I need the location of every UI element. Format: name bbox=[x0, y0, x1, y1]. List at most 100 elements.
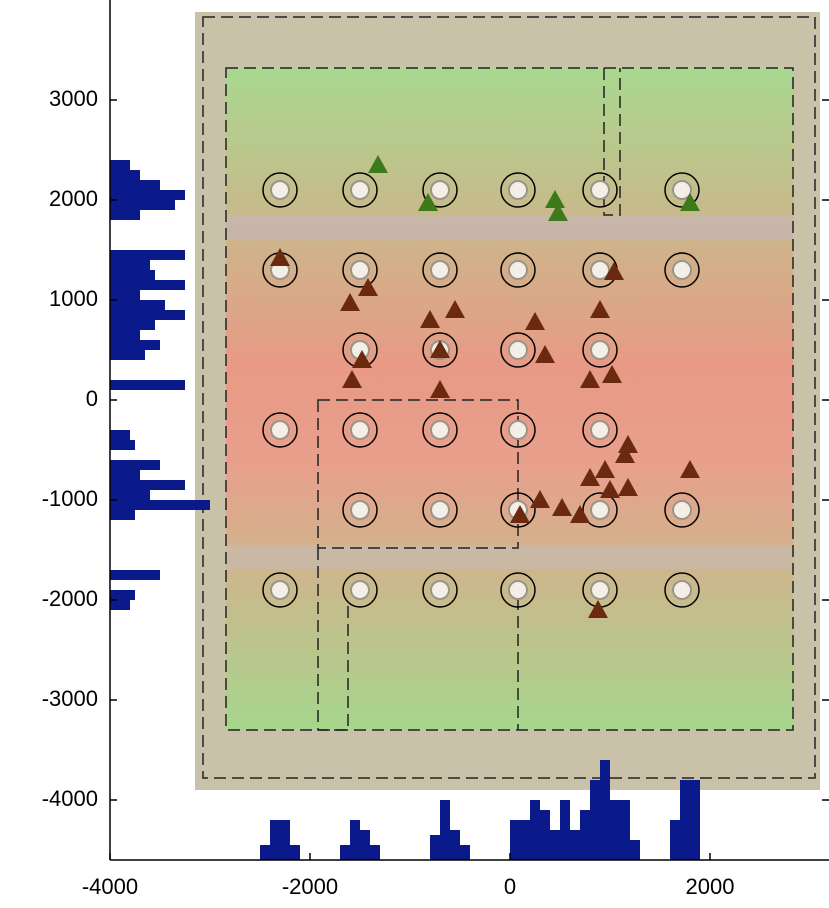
electrode-spot bbox=[591, 341, 609, 359]
electrode-spot bbox=[591, 581, 609, 599]
histogram-bar bbox=[110, 170, 140, 180]
electrode-spot bbox=[271, 581, 289, 599]
histogram-bar bbox=[580, 810, 590, 860]
histogram-bar bbox=[690, 780, 700, 860]
electrode-spot bbox=[509, 341, 527, 359]
band bbox=[226, 215, 793, 239]
x-tick-label: 0 bbox=[504, 874, 516, 899]
histogram-bar bbox=[110, 270, 155, 280]
histogram-bar bbox=[540, 810, 550, 860]
y-tick-label: 0 bbox=[86, 386, 98, 411]
histogram-bar bbox=[110, 320, 155, 330]
histogram-bar bbox=[110, 470, 140, 480]
histogram-bar bbox=[110, 510, 135, 520]
electrode-spot bbox=[509, 421, 527, 439]
y-tick-label: -4000 bbox=[42, 786, 98, 811]
band bbox=[226, 545, 793, 569]
electrode-spot bbox=[351, 501, 369, 519]
electrode-spot bbox=[431, 581, 449, 599]
electrode-spot bbox=[431, 421, 449, 439]
histogram-bar bbox=[590, 780, 600, 860]
electrode-spot bbox=[591, 501, 609, 519]
electrode-spot bbox=[591, 421, 609, 439]
histogram-bar bbox=[530, 800, 540, 860]
electrode-spot bbox=[673, 501, 691, 519]
histogram-bar bbox=[110, 590, 135, 600]
histogram-bar bbox=[110, 490, 150, 500]
histogram-bar bbox=[430, 835, 440, 860]
electrode-spot bbox=[351, 581, 369, 599]
histogram-bar bbox=[110, 300, 165, 310]
histogram-bar bbox=[370, 845, 380, 860]
histogram-bar bbox=[510, 820, 520, 860]
y-tick-label: 3000 bbox=[49, 86, 98, 111]
histogram-bar bbox=[110, 440, 135, 450]
histogram-bar bbox=[560, 800, 570, 860]
electrode-spot bbox=[431, 501, 449, 519]
x-tick-label: -4000 bbox=[82, 874, 138, 899]
histogram-bar bbox=[110, 430, 130, 440]
histogram-bar bbox=[290, 845, 300, 860]
y-tick-label: 2000 bbox=[49, 186, 98, 211]
electrode-spot bbox=[351, 261, 369, 279]
electrode-spot bbox=[509, 261, 527, 279]
histogram-bar bbox=[520, 820, 530, 860]
electrode-spot bbox=[591, 181, 609, 199]
electrode-spot bbox=[673, 261, 691, 279]
x-tick-label: -2000 bbox=[282, 874, 338, 899]
y-tick-label: -1000 bbox=[42, 486, 98, 511]
x-tick-label: 2000 bbox=[686, 874, 735, 899]
electrode-spot bbox=[271, 181, 289, 199]
histogram-bar bbox=[570, 830, 580, 860]
histogram-bar bbox=[440, 800, 450, 860]
histogram-bar bbox=[110, 200, 175, 210]
histogram-bar bbox=[350, 820, 360, 860]
histogram-bar bbox=[110, 480, 185, 490]
histogram-bar bbox=[360, 830, 370, 860]
histogram-bar bbox=[110, 210, 140, 220]
electrode-spot bbox=[509, 181, 527, 199]
histogram-bar bbox=[670, 820, 680, 860]
histogram-bar bbox=[610, 800, 620, 860]
histogram-bar bbox=[110, 160, 130, 170]
chart: -4000 -3000 -2000 -1000 0 1000 2000 3000 -4000 -2… bbox=[0, 0, 829, 908]
histogram-bar bbox=[110, 460, 160, 470]
electrode-spot bbox=[509, 581, 527, 599]
electrode-spot bbox=[351, 421, 369, 439]
histogram-bar bbox=[280, 820, 290, 860]
histogram-bar bbox=[110, 310, 185, 320]
histogram-bar bbox=[110, 500, 210, 510]
histogram-bar bbox=[680, 780, 690, 860]
y-tick-label: -2000 bbox=[42, 586, 98, 611]
histogram-bar bbox=[110, 380, 185, 390]
histogram-bar bbox=[110, 290, 140, 300]
histogram-bar bbox=[620, 800, 630, 860]
histogram-bar bbox=[630, 840, 640, 860]
photo-background bbox=[195, 12, 820, 790]
histogram-bar bbox=[110, 280, 185, 290]
histogram-bar bbox=[110, 570, 160, 580]
electrode-spot bbox=[271, 421, 289, 439]
histogram-bar bbox=[340, 845, 350, 860]
electrode-spot bbox=[431, 261, 449, 279]
y-tick-label: -3000 bbox=[42, 686, 98, 711]
electrode-spot bbox=[673, 581, 691, 599]
histogram-bar bbox=[110, 190, 185, 200]
histogram-bar bbox=[270, 820, 280, 860]
histogram-bar bbox=[110, 260, 150, 270]
histogram-bar bbox=[110, 330, 140, 340]
histogram-bar bbox=[110, 340, 160, 350]
histogram-bar bbox=[260, 845, 270, 860]
page: -4000 -3000 -2000 -1000 0 1000 2000 3000 -4000 -2… bbox=[0, 0, 829, 908]
histogram-bar bbox=[110, 350, 145, 360]
histogram-bar bbox=[110, 250, 185, 260]
electrode-spot bbox=[351, 181, 369, 199]
y-tick-label: 1000 bbox=[49, 286, 98, 311]
histogram-bar bbox=[450, 830, 460, 860]
histogram-bar bbox=[460, 845, 470, 860]
histogram-bar bbox=[110, 600, 130, 610]
histogram-bar bbox=[550, 830, 560, 860]
chip-area bbox=[226, 68, 793, 730]
histogram-bar bbox=[600, 760, 610, 860]
histogram-bar bbox=[110, 180, 160, 190]
